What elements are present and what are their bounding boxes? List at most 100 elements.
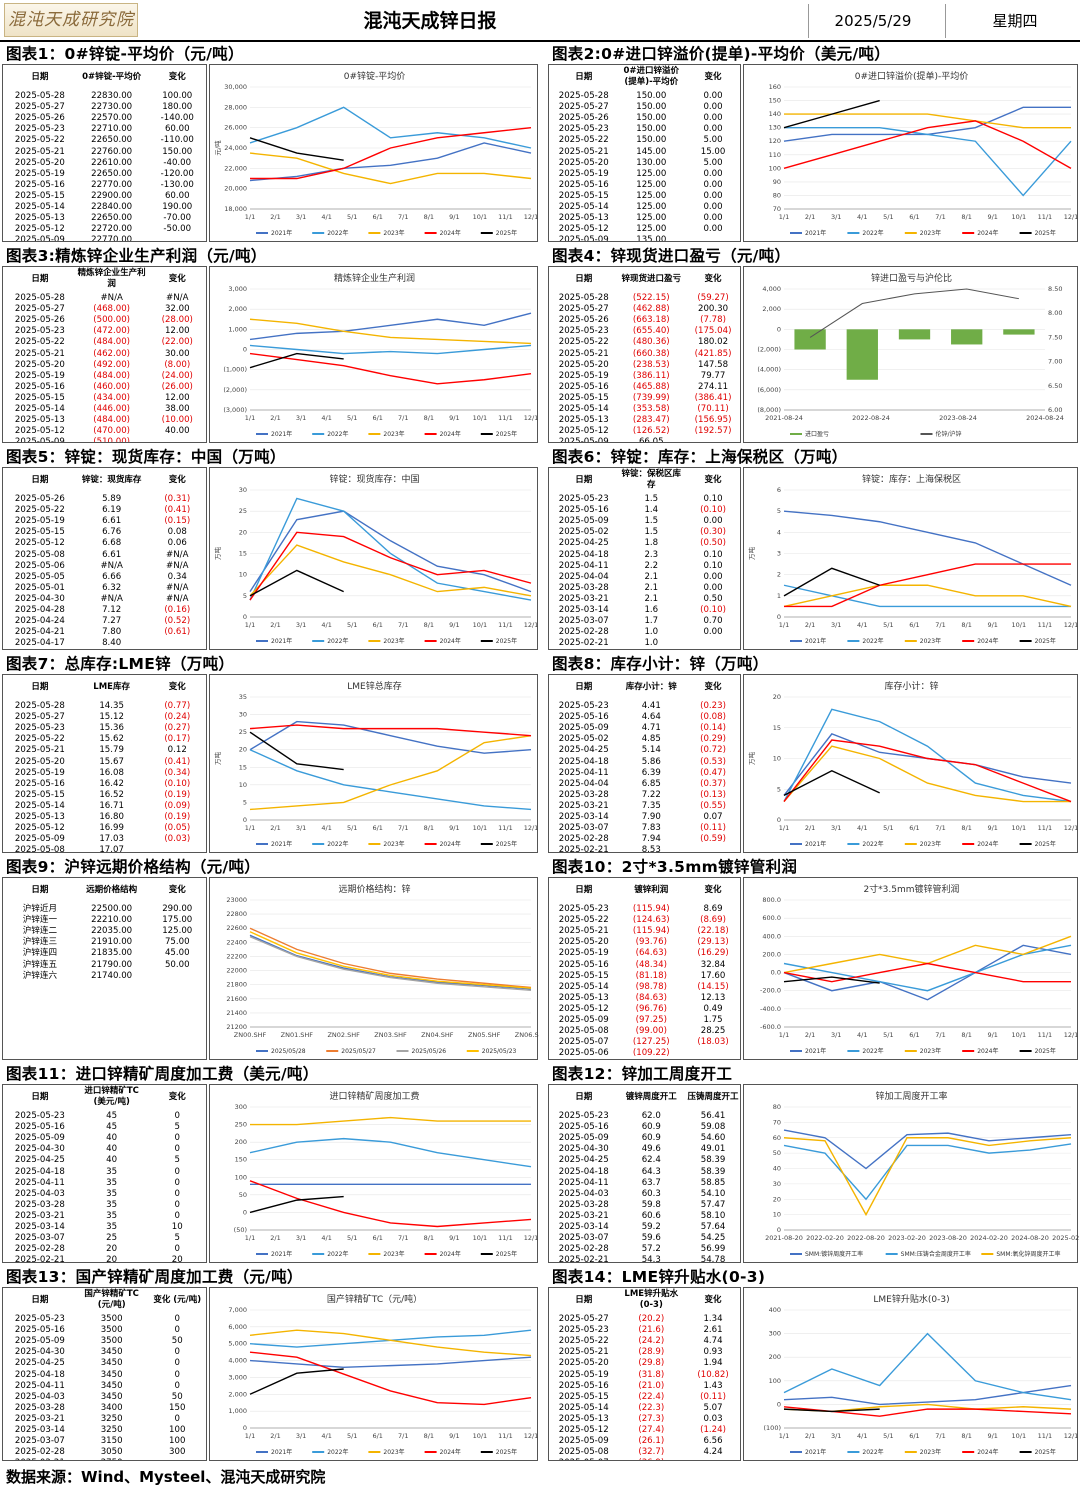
x-tick-label: 3/1	[296, 824, 306, 832]
table-row: 2025-05-23 150.00 0.00	[549, 124, 740, 135]
table-row: 2025-05-23 15.36 (0.27)	[3, 723, 206, 734]
table-header-cell: 变化	[168, 681, 186, 692]
table-cell: 2025-03-21	[14, 1210, 65, 1221]
y-tick-label: 90	[773, 178, 781, 186]
table-row: 2025-05-14 (446.00) 38.00	[3, 404, 206, 415]
table-cell: 40	[106, 1133, 118, 1144]
table-cell: 16.52	[99, 789, 124, 800]
table-header-cell: 变化	[704, 1294, 722, 1305]
table-cell: 2.1	[644, 571, 659, 582]
table-cell: 2025-04-25	[558, 538, 609, 549]
table-row: 2025-05-13 (484.00) (10.00)	[3, 415, 206, 426]
table-cell: 2025-03-14	[14, 1222, 65, 1232]
table-row: 2025-05-02 4.85 (0.29)	[549, 734, 740, 745]
x-tick-label: 2/1	[805, 824, 815, 832]
table-row: 2025-02-21 20 20	[3, 1255, 206, 1262]
table-row: 2025-04-25 62.4 58.39	[549, 1155, 740, 1166]
chart-title: 国产锌精矿TC（元/吨）	[327, 1293, 422, 1305]
x-tick-label: 7/1	[935, 213, 945, 221]
legend-entry: 2023年	[383, 1448, 404, 1456]
table-cell: 沪锌连五	[22, 959, 58, 970]
table-cell: (492.00)	[93, 359, 131, 370]
table-cell: 2025-05-23	[558, 1325, 609, 1336]
table-cell: 2025-05-13	[14, 415, 65, 426]
x-tick-label: 1/1	[779, 213, 789, 221]
table-cell: 16.80	[99, 812, 124, 822]
table-row: 2025-05-08 6.61 #N/A	[3, 550, 206, 561]
table-cell: 58.39	[700, 1155, 726, 1166]
table-cell: 2025-05-14	[558, 404, 609, 414]
y-tick-label: 24,000	[224, 144, 247, 152]
series-line	[249, 1137, 532, 1168]
table-cell: 0.50	[703, 593, 723, 604]
x-tick-label: 10/1	[1012, 213, 1027, 221]
table-header-cell: 镀锌利润	[634, 884, 669, 895]
x-tick-label: 2022-08-24	[852, 414, 890, 422]
x-tick-label: 8/1	[424, 1432, 434, 1440]
y-tick-label: 3,000	[228, 1373, 247, 1381]
table-cell: 0.70	[703, 616, 723, 627]
legend-entry: 2022年	[327, 1250, 348, 1258]
table-cell: 2025-05-16	[558, 381, 609, 392]
table-row: 2025-05-14 (22.3) 5.07	[549, 1403, 740, 1414]
data-table: 日期 LME锌升贴水(0-3) 变化 2025-05-27 (20.2) 1.34 2025…	[548, 1287, 741, 1461]
x-tick-label: 6/1	[372, 414, 382, 422]
table-cell: 6.85	[641, 778, 661, 789]
table-row: 2025-05-13 22650.00 -70.00	[3, 213, 206, 224]
table-cell: (126.52)	[632, 426, 670, 437]
table-cell: 35	[106, 1210, 118, 1221]
x-tick-label: 8/1	[961, 213, 971, 221]
table-row: 2025-05-19 (484.00) (24.00)	[3, 371, 206, 382]
table-cell: 0.00	[703, 179, 723, 190]
x-tick-label: 9/1	[987, 621, 997, 629]
x-tick-label: 1/1	[779, 1031, 789, 1039]
table-cell: 2025-03-14	[14, 1425, 65, 1435]
table-cell: 2025-04-03	[14, 1188, 65, 1199]
table-cell: 58.39	[700, 1166, 726, 1177]
table-header-cell: 变化	[168, 474, 186, 485]
y-tick-label: 5	[243, 592, 247, 600]
x-tick-label: 3/1	[831, 824, 841, 832]
table-row: 2025-04-04 6.85 (0.37)	[549, 779, 740, 790]
table-cell: 2025-05-19	[558, 370, 609, 381]
table-cell: 2025-05-19	[558, 168, 609, 179]
table-cell: 2025-05-13	[558, 1413, 609, 1424]
table-row: 2025-02-21 54.3 54.78	[549, 1255, 740, 1262]
table-cell: 2025-05-23	[14, 124, 65, 135]
table-row: 2025-05-20 (492.00) (8.00)	[3, 360, 206, 371]
legend-entry: 2022年	[862, 1047, 883, 1055]
legend-entry: SMM:镀锌周度开工率	[805, 1250, 863, 1258]
x-tick-label: 10/1	[1012, 621, 1027, 629]
x-tick-label: 3/1	[296, 414, 306, 422]
table-cell: 2025-05-16	[558, 959, 609, 970]
legend-entry: 2024年	[440, 840, 461, 848]
table-cell: -140.00	[160, 113, 194, 124]
table-cell: 0.08	[167, 527, 187, 538]
table-cell: 100.00	[162, 91, 193, 101]
series-line	[783, 1143, 1072, 1201]
table-row: 沪锌连五 21790.00 50.00	[3, 960, 206, 971]
table-row: 2025-05-12 (126.52) (192.57)	[549, 426, 740, 437]
table-cell: 125.00	[636, 168, 667, 179]
y2-tick-label: 7.50	[1048, 333, 1062, 341]
y-tick-label: 1	[777, 592, 781, 600]
table-cell: 15.00	[700, 146, 726, 157]
table-cell: (386.11)	[632, 370, 670, 381]
chart-title: 2寸*3.5mm镀锌管利润	[863, 883, 959, 895]
table-cell: 2025-05-14	[14, 202, 65, 212]
table-row: 2025-05-21 145.00 15.00	[549, 147, 740, 158]
table-cell: 2025-04-18	[558, 756, 609, 767]
y-tick-label: (1,000)	[223, 366, 247, 374]
table-cell: 2025-05-26	[14, 113, 65, 124]
chart-svg: 远期价格结构：锌 23000 22800 22600 22400 22200 22000 21…	[226, 883, 539, 1055]
legend-entry: 2024年	[977, 840, 998, 848]
table-cell: 5.14	[641, 745, 661, 756]
legend-entry: 2024年	[977, 1448, 998, 1456]
table-cell: 0.00	[703, 627, 723, 638]
chart-title: 锌进口盈亏与沪伦比	[871, 272, 952, 284]
table-cell: 1.43	[703, 1380, 723, 1391]
table-cell: 2025-04-04	[558, 778, 609, 789]
table-row: 2025-05-16 3500 0	[3, 1325, 206, 1336]
y-tick-label: 5	[777, 507, 781, 515]
legend-entry: 2021年	[805, 840, 826, 848]
